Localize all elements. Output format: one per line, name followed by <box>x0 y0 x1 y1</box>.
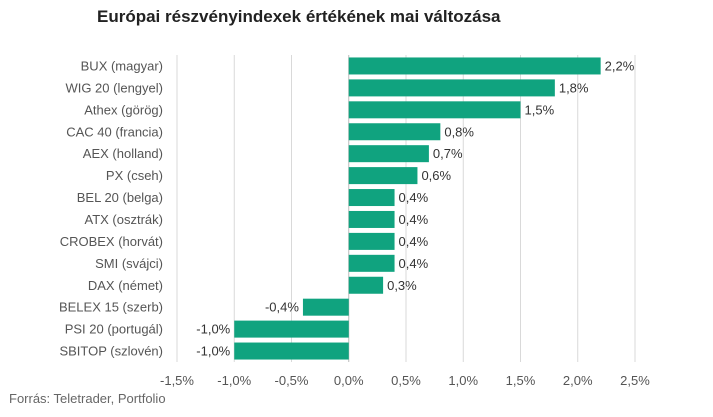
bar <box>348 167 418 185</box>
bars <box>234 57 601 360</box>
data-label: 0,4% <box>399 212 429 227</box>
grid-lines <box>176 55 636 362</box>
bar <box>234 342 349 360</box>
category-label: ATX (osztrák) <box>85 212 164 227</box>
data-label: -1,0% <box>196 322 230 337</box>
data-label: 0,7% <box>433 146 463 161</box>
bar <box>348 232 395 250</box>
data-label: 1,8% <box>559 80 589 95</box>
x-tick-label: 1,0% <box>448 373 478 388</box>
x-tick-label: -1,0% <box>217 373 251 388</box>
category-label: PSI 20 (portugál) <box>65 322 163 337</box>
data-label: 0,4% <box>399 234 429 249</box>
bar <box>348 276 384 294</box>
chart-title: Európai részvényindexek értékének mai vá… <box>97 7 501 26</box>
x-tick-label: 0,0% <box>334 373 364 388</box>
x-tick-label: 1,5% <box>506 373 536 388</box>
category-label: AEX (holland) <box>83 146 163 161</box>
bar <box>348 123 441 141</box>
bar <box>234 320 349 338</box>
category-label: CAC 40 (francia) <box>66 124 163 139</box>
category-label: WIG 20 (lengyel) <box>65 80 163 95</box>
bar <box>348 189 395 207</box>
data-label: 0,4% <box>399 256 429 271</box>
bar <box>348 145 429 163</box>
source-note: Forrás: Teletrader, Portfolio <box>9 391 166 406</box>
category-label: BEL 20 (belga) <box>77 190 163 205</box>
x-tick-label: -1,5% <box>160 373 194 388</box>
category-label: Athex (görög) <box>84 102 163 117</box>
bar <box>348 79 555 97</box>
data-label: 0,6% <box>421 168 451 183</box>
bar <box>348 57 601 75</box>
category-label: DAX (német) <box>88 278 163 293</box>
category-label: SBITOP (szlovén) <box>59 344 163 359</box>
data-label: 0,8% <box>444 124 474 139</box>
bar <box>348 254 395 272</box>
bar <box>348 210 395 228</box>
data-label: 1,5% <box>525 102 555 117</box>
bar <box>302 298 349 316</box>
category-label: CROBEX (horvát) <box>60 234 163 249</box>
data-label: 0,3% <box>387 278 417 293</box>
category-label: PX (cseh) <box>106 168 163 183</box>
data-label: 2,2% <box>605 58 635 73</box>
x-tick-label: 0,5% <box>391 373 421 388</box>
x-tick-label: 2,5% <box>620 373 650 388</box>
category-label: SMI (svájci) <box>95 256 163 271</box>
bar <box>348 101 521 119</box>
labels: -1,5% -1,0% -0,5% 0,0% 0,5% 1,0% 1,5% 2,0% 2,5%B… <box>59 58 650 388</box>
data-label: -1,0% <box>196 344 230 359</box>
x-tick-label: 2,0% <box>563 373 593 388</box>
category-label: BELEX 15 (szerb) <box>59 300 163 315</box>
data-label: -0,4% <box>265 300 299 315</box>
data-label: 0,4% <box>399 190 429 205</box>
category-label: BUX (magyar) <box>81 58 163 73</box>
x-tick-label: -0,5% <box>275 373 309 388</box>
